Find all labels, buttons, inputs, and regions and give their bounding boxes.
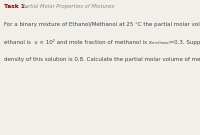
Text: For a binary mixture of Ethanol/Methanol at 25 °C the partial molar volume of: For a binary mixture of Ethanol/Methanol…: [4, 22, 200, 27]
Text: ethanol is  υ × 10² and mole fraction of methanol is xₘₑₜₕₐₙₒₗ=0.3. Suppose the : ethanol is υ × 10² and mole fraction of …: [4, 39, 200, 45]
Text: Task 1.: Task 1.: [4, 4, 27, 9]
Text: Partial Molar Properties of Mixtures: Partial Molar Properties of Mixtures: [20, 4, 114, 9]
Text: density of this solution is 0.8. Calculate the partial molar volume of methanol.: density of this solution is 0.8. Calcula…: [4, 57, 200, 62]
